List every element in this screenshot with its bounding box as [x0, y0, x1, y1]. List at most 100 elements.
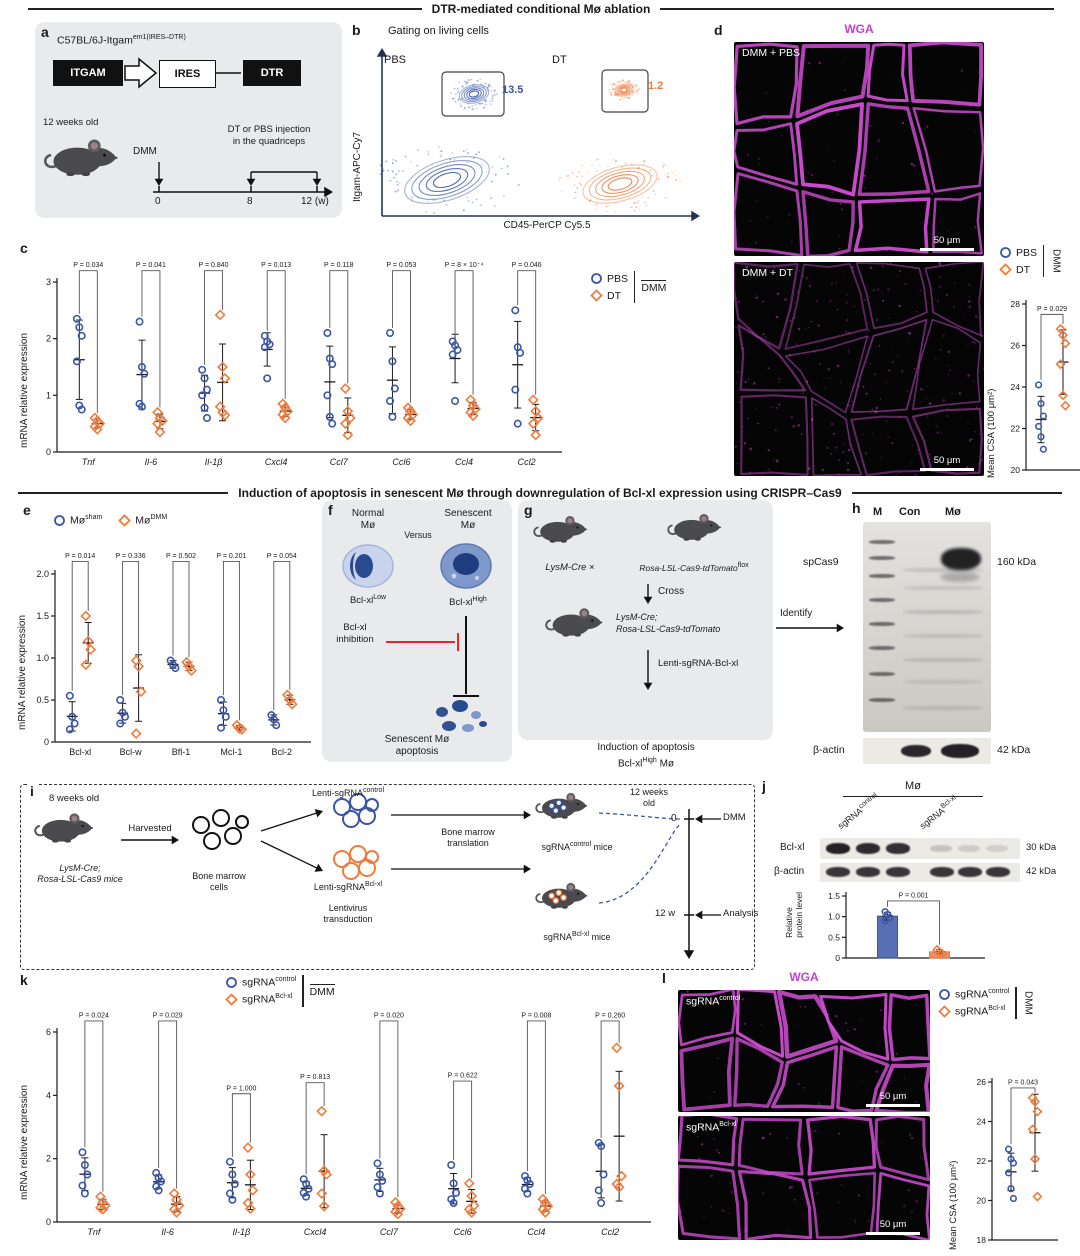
- svg-text:2: 2: [46, 334, 51, 344]
- svg-text:Bcl-xl: Bcl-xl: [69, 747, 91, 757]
- versus-label: Versus: [404, 530, 432, 540]
- legend-k: sgRNAcontrol sgRNABcl-xl DMM: [225, 974, 335, 1008]
- flow-x-axis-label: CD45-PerCP Cy5.5: [503, 220, 591, 231]
- bclxl-kda-label: 30 kDa: [1026, 842, 1057, 853]
- svg-text:Bcl-2: Bcl-2: [272, 747, 293, 757]
- svg-text:28: 28: [1011, 299, 1021, 309]
- svg-text:P = 0.020: P = 0.020: [374, 1012, 404, 1019]
- legend-item-pbs: PBS: [590, 270, 628, 287]
- muscle-fibers-graphic: [734, 262, 984, 476]
- panel-i-bone-marrow-workflow: i 8 weeks old LysM-Cre; Rosa-LSL-Cas9 mic…: [20, 783, 758, 970]
- svg-text:P = 0.502: P = 0.502: [166, 553, 196, 560]
- svg-text:P = 0.041: P = 0.041: [136, 262, 166, 269]
- svg-text:P = 0.024: P = 0.024: [79, 1012, 109, 1019]
- mouse-age-label: 12 weeks old: [43, 117, 99, 128]
- svg-text:P = 0.014: P = 0.014: [65, 553, 95, 560]
- blot-group-header: Mø: [905, 780, 921, 792]
- legend-item-mo-dmm: MøDMM: [118, 512, 167, 529]
- legend-l: sgRNAcontrol sgRNABcl-xl DMM: [938, 986, 1034, 1020]
- mean-csa-chart: 20 22 24 26 28 P = 0.029: [1011, 299, 1080, 475]
- section-header-top: DTR-mediated conditional Mø ablation: [28, 2, 1055, 16]
- muscle-fibers-graphic: [678, 990, 930, 1112]
- sgrna-control-mice-label: sgRNAcontrol mice: [541, 841, 613, 852]
- circle-marker-icon: [1000, 247, 1011, 258]
- legend-item-sgrna-bclxl: sgRNABcl-xl: [225, 991, 296, 1008]
- lysm-cre-label: LysM-Cre ×: [545, 562, 595, 573]
- lane-label-con: Con: [899, 506, 921, 518]
- identify-label: Identify: [780, 608, 813, 619]
- legend-item-sgrna-control: sgRNAcontrol: [225, 974, 296, 991]
- sgrna-bclxl-mice-label: sgRNABcl-xl mice: [543, 931, 611, 942]
- svg-text:P = 0.043: P = 0.043: [1008, 1079, 1038, 1086]
- ires-gene-box: IRES: [159, 60, 216, 88]
- flow-right-gate-value: 1.2: [648, 80, 664, 92]
- panel-label-b: b: [352, 22, 361, 38]
- translation-label: Bone marrow translation: [441, 827, 495, 848]
- muscle-fibers-graphic: [734, 42, 984, 256]
- section-title-top: DTR-mediated conditional Mø ablation: [431, 2, 651, 16]
- svg-text:1.0: 1.0: [36, 653, 49, 663]
- timeline-tick-8: 8: [247, 196, 253, 207]
- legend-group-label: DMM: [641, 280, 667, 294]
- svg-text:24: 24: [977, 1117, 987, 1127]
- header-rule-left: [28, 8, 422, 10]
- svg-text:2: 2: [46, 1154, 51, 1164]
- svg-text:Bfl-1: Bfl-1: [172, 747, 191, 757]
- svg-text:0.5: 0.5: [36, 695, 49, 705]
- circle-marker-icon: [591, 273, 602, 284]
- lane-label-sgrna-bclxl: sgRNABcl-xl: [917, 794, 958, 831]
- c-dot-chart: 0 1 2 3 Tnf P = 0.034 Il-6 P = 0.041 Il-1β P = 0.…: [46, 262, 562, 467]
- svg-text:1.0: 1.0: [828, 912, 840, 922]
- panel-l-wga-histology: l WGA sgRNAcontrol 50 μm sgRNABcl-xl 50 …: [660, 970, 1080, 1256]
- svg-text:0: 0: [46, 1217, 51, 1227]
- svg-text:P = 0.008: P = 0.008: [521, 1012, 551, 1019]
- panel-d-wga-histology: d WGA DMM + PBS 50 μm DMM + DT 50 μm PBS…: [712, 22, 1080, 486]
- spcas9-band-label: spCas9: [803, 556, 839, 568]
- legend-item-mo-sham: Møsham: [53, 512, 102, 529]
- svg-text:Ccl6: Ccl6: [392, 457, 410, 467]
- circle-marker-icon: [226, 977, 237, 988]
- svg-text:Ccl2: Ccl2: [518, 457, 536, 467]
- svg-text:P = 0.054: P = 0.054: [267, 553, 297, 560]
- protein-level-chart: 0 0.5 1.0 1.5 P = 0.001: [828, 891, 985, 963]
- senescent-mo-label: Senescent Mø: [444, 508, 492, 531]
- scale-bar-line: [866, 1103, 920, 1107]
- timeline-dmm-label: DMM: [723, 812, 746, 823]
- image-caption: sgRNAcontrol: [686, 995, 741, 1008]
- svg-text:0.5: 0.5: [828, 932, 840, 942]
- header-rule-left: [18, 492, 229, 494]
- scale-bar: 50 μm: [866, 1091, 920, 1107]
- breeding-graphic: [533, 514, 844, 690]
- panel-j-bclxl-blot: j Mø sgRNAcontrol sgRNABcl-xl Bcl-xl 30 …: [758, 776, 1080, 970]
- cells-schematic-graphic: [342, 543, 492, 732]
- scale-bar: 50 μm: [920, 235, 974, 251]
- mean-csa-chart: 18 20 22 24 26 P = 0.043: [977, 1077, 1058, 1245]
- legend-group-bracket: [634, 271, 636, 303]
- header-rule-right: [851, 492, 1062, 494]
- workflow-graphic: [34, 792, 721, 959]
- panel-label-i: i: [27, 783, 37, 799]
- circle-marker-icon: [939, 989, 950, 1000]
- svg-text:26: 26: [977, 1077, 987, 1087]
- inhibition-label: Bcl-xl inhibition: [336, 622, 374, 645]
- legend-item-pbs: PBS: [999, 244, 1037, 261]
- panel-label-l: l: [662, 970, 666, 986]
- panel-label-a: a: [41, 24, 49, 40]
- histology-image-sgrna-control: sgRNAcontrol 50 μm: [678, 990, 930, 1112]
- svg-text:Il-6: Il-6: [161, 1227, 174, 1237]
- legend-item-dt: DT: [590, 287, 628, 304]
- k-dot-chart: 0 2 4 6 Tnf P = 0.024 Il-6 P = 0.029 Il-1β P = 1.…: [46, 1012, 651, 1237]
- legend-item-sgrna-control: sgRNAcontrol: [938, 986, 1009, 1003]
- svg-text:P = 0.013: P = 0.013: [261, 262, 291, 269]
- panel-c-mrna-expression: c mRNA relative expression 0 1 2 3 Tnf P = 0.…: [15, 238, 705, 486]
- svg-text:1.5: 1.5: [36, 611, 49, 621]
- c-y-axis-label: mRNA relative expression: [19, 332, 30, 448]
- svg-text:26: 26: [1011, 341, 1021, 351]
- legend-group-label: DMM: [1050, 249, 1062, 273]
- lenti-control-label: Lenti-sgRNAcontrol: [311, 787, 385, 798]
- diamond-marker-icon: [225, 993, 238, 1006]
- svg-text:1: 1: [46, 390, 51, 400]
- flow-left-gate-value: 13.5: [502, 84, 524, 96]
- bclxl-row-label: Bcl-xl: [780, 842, 805, 853]
- section-title-middle: Induction of apoptosis in senescent Mø t…: [238, 486, 842, 500]
